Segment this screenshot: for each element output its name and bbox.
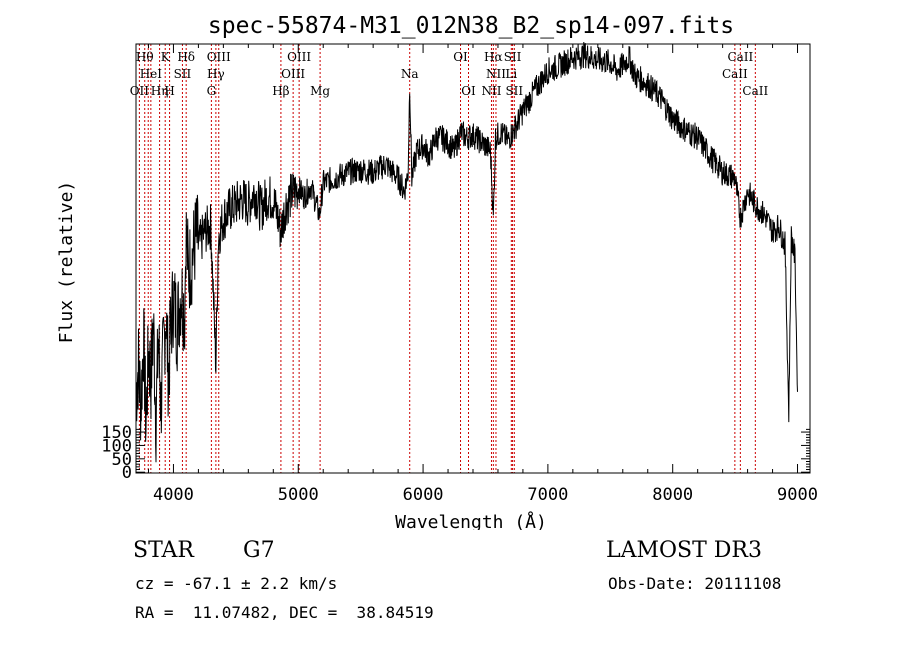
line-label-HeI: HeI bbox=[140, 67, 163, 81]
x-tick-label: 4000 bbox=[153, 485, 194, 505]
line-label-Mg: Mg bbox=[310, 84, 330, 98]
spectrum-chart: spec-55874-M31_012N38_B2_sp14-097.fits 4… bbox=[56, 13, 818, 530]
line-label-Heta: Hη bbox=[151, 84, 169, 98]
x-tick-label: 8000 bbox=[652, 485, 693, 505]
x-tick-label: 7000 bbox=[527, 485, 568, 505]
flux-line bbox=[135, 41, 798, 463]
y-tick-label: 50 bbox=[112, 450, 132, 470]
line-label-Hdelta: Hδ bbox=[177, 50, 195, 64]
survey-name: LAMOST DR3 bbox=[606, 538, 762, 563]
line-label-Li: Li bbox=[505, 67, 517, 81]
object-class: STAR bbox=[133, 538, 194, 563]
line-label-K: K bbox=[161, 50, 171, 64]
y-tick-label: 150 bbox=[101, 423, 132, 443]
line-label-OI6364: OI bbox=[461, 84, 476, 98]
line-label-OIII4959: OIII bbox=[281, 67, 305, 81]
redshift-text: cz = -67.1 ± 2.2 km/s bbox=[135, 574, 338, 593]
obs-date: Obs-Date: 20111108 bbox=[608, 574, 782, 593]
line-label-NII6584: NII bbox=[486, 67, 506, 81]
line-label-NII6548: NII bbox=[481, 84, 501, 98]
plot-frame bbox=[135, 43, 811, 474]
line-label-OI6300: OI bbox=[453, 50, 468, 64]
x-tick-label: 5000 bbox=[278, 485, 319, 505]
y-axis-label: Flux (relative) bbox=[56, 181, 77, 344]
line-label-SII6717: SII bbox=[504, 50, 522, 64]
chart-title: spec-55874-M31_012N38_B2_sp14-097.fits bbox=[208, 13, 734, 39]
line-label-SII4072: SII bbox=[174, 67, 192, 81]
line-label-CaII8542: CaII bbox=[727, 50, 753, 64]
line-label-H: H bbox=[164, 84, 174, 98]
line-label-OIII4363: OIII bbox=[207, 50, 231, 64]
line-label-CaII8498: CaII bbox=[722, 67, 748, 81]
object-subclass: G7 bbox=[243, 538, 275, 563]
x-axis-label: Wavelength (Å) bbox=[395, 511, 547, 530]
line-label-Hgamma: Hγ bbox=[207, 67, 225, 81]
ra-dec-text: RA = 11.07482, DEC = 38.84519 bbox=[135, 603, 434, 622]
line-label-Halpha: Hα bbox=[484, 50, 503, 64]
line-label-Na: Na bbox=[401, 67, 419, 81]
line-label-OII: OII bbox=[130, 84, 150, 98]
flux-series bbox=[135, 41, 798, 463]
y-tick-label: 100 bbox=[101, 436, 132, 456]
spectral-lines bbox=[138, 44, 756, 473]
line-label-CaII8662: CaII bbox=[742, 84, 768, 98]
line-label-Htheta: Hθ bbox=[136, 50, 154, 64]
x-tick-label: 9000 bbox=[777, 485, 818, 505]
line-label-OIII5007: OIII bbox=[287, 50, 311, 64]
y-tick-label: 0 bbox=[122, 463, 132, 483]
line-label-Hbeta: Hβ bbox=[272, 84, 289, 98]
line-label-G: G bbox=[207, 84, 217, 98]
line-label-SII6731: SII bbox=[505, 84, 523, 98]
x-tick-label: 6000 bbox=[403, 485, 444, 505]
